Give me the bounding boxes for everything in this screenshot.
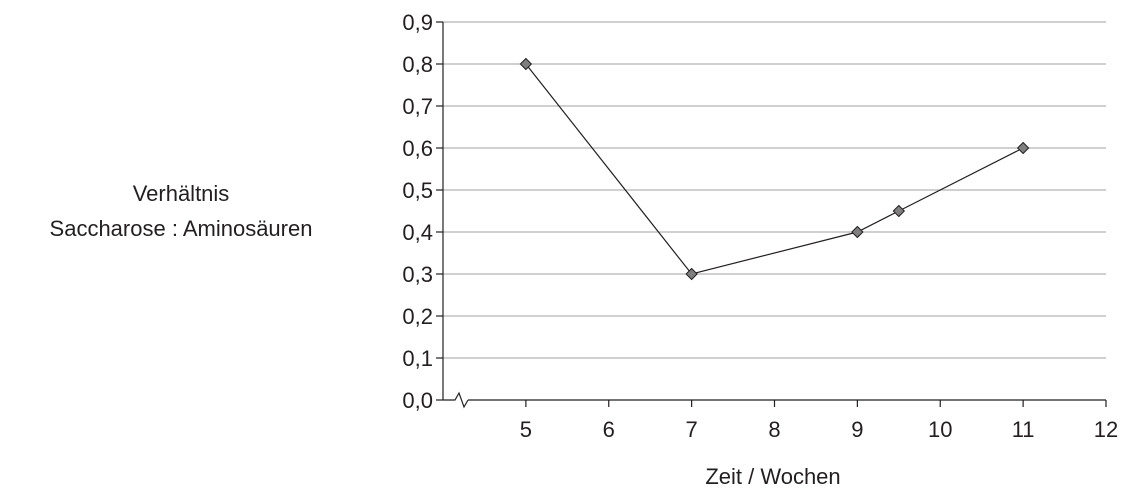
- y-tick-label: 0,1: [402, 346, 433, 371]
- data-point-marker: [1016, 141, 1030, 155]
- data-point-marker: [685, 267, 698, 281]
- x-tick-label: 9: [851, 417, 863, 442]
- y-tick-label: 0,8: [402, 52, 433, 77]
- x-axis-ticks: 5 6 7 8 9 10 11 12: [520, 400, 1118, 442]
- x-tick-label: 6: [603, 417, 615, 442]
- y-tick-label: 0,6: [402, 136, 433, 161]
- data-point-marker: [892, 204, 906, 218]
- y-axis-title-line-2: Saccharose : Aminosäuren: [49, 216, 313, 241]
- x-tick-label: 10: [928, 417, 952, 442]
- y-tick-label: 0,3: [402, 262, 433, 287]
- axes: [442, 22, 1106, 409]
- data-point-marker: [851, 225, 864, 239]
- y-tick-label: 0,0: [402, 388, 433, 413]
- x-axis-title: Zeit / Wochen: [705, 464, 840, 489]
- y-tick-label: 0,9: [402, 10, 433, 35]
- x-axis-break-symbol: [443, 391, 469, 409]
- y-tick-label: 0,5: [402, 178, 433, 203]
- series-line: [525, 63, 1024, 275]
- y-tick-label: 0,2: [402, 304, 433, 329]
- x-tick-label: 7: [686, 417, 698, 442]
- grid-lines: [443, 21, 1106, 359]
- x-tick-label: 5: [520, 417, 532, 442]
- y-tick-label: 0,4: [402, 220, 433, 245]
- x-tick-label: 8: [768, 417, 780, 442]
- y-axis-ticks: 0,0 0,1 0,2 0,3 0,4 0,5 0,6 0,7 0,8 0,9: [402, 10, 443, 413]
- x-tick-label: 11: [1012, 417, 1035, 442]
- x-tick-label: 12: [1094, 417, 1118, 442]
- data-point-marker: [519, 57, 533, 71]
- data-series: [519, 57, 1030, 281]
- y-axis-title-line-1: Verhältnis: [132, 181, 230, 206]
- y-tick-label: 0,7: [402, 94, 433, 119]
